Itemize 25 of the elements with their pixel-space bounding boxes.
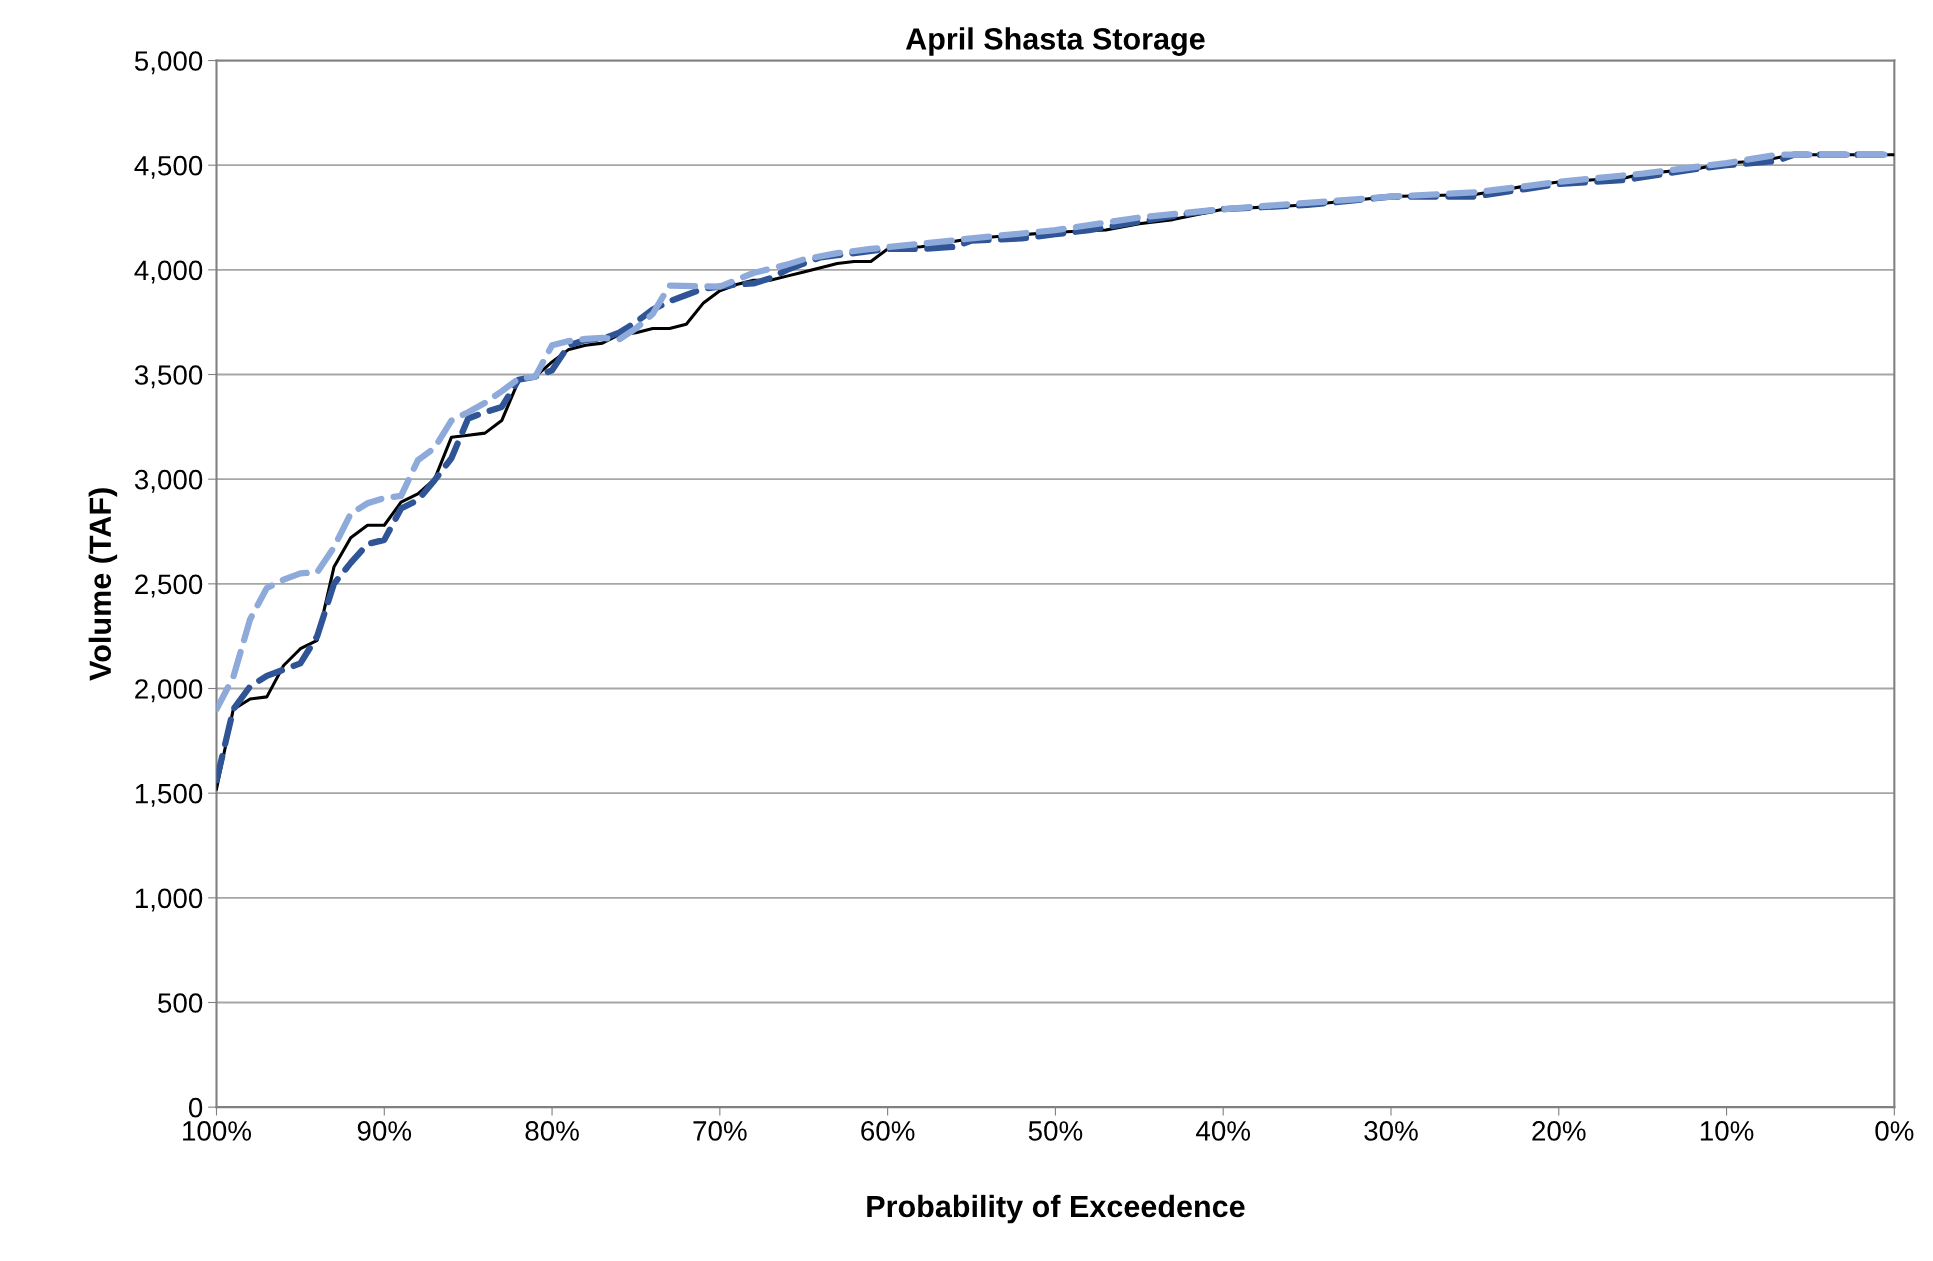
x-tick-label: 60%: [861, 1121, 915, 1141]
y-tick-label: 2,500: [135, 574, 203, 598]
y-tick-label: 4,000: [134, 260, 203, 284]
y-tick-label: 5,000: [134, 51, 203, 75]
y-tick-label: 3,000: [134, 469, 203, 493]
x-tick-label: 20%: [1532, 1121, 1586, 1141]
x-axis-title: Probability of Exceedence: [867, 1194, 1245, 1224]
y-tick-label: 3,500: [134, 365, 203, 389]
chart-title: April Shasta Storage: [905, 27, 1205, 56]
x-tick-label: 90%: [357, 1121, 412, 1141]
x-tick-label: 100%: [183, 1121, 252, 1141]
y-tick-label: 0: [188, 1097, 203, 1118]
y-tick-label: 1,500: [135, 783, 203, 807]
x-tick-label: 40%: [1196, 1121, 1251, 1141]
y-tick-label: 2,000: [135, 679, 203, 703]
x-tick-label: 50%: [1028, 1121, 1083, 1141]
x-tick-label: 30%: [1364, 1121, 1418, 1141]
x-tick-label: 80%: [525, 1121, 579, 1141]
y-tick-label: 500: [158, 993, 203, 1013]
y-tick-label: 1,000: [135, 888, 203, 912]
x-tick-label: 0%: [1875, 1121, 1914, 1141]
y-tick-label: 4,500: [134, 155, 203, 179]
y-axis-title: Volume (TAF): [88, 488, 118, 681]
x-tick-label: 10%: [1700, 1121, 1754, 1141]
x-tick-label: 70%: [693, 1121, 747, 1141]
